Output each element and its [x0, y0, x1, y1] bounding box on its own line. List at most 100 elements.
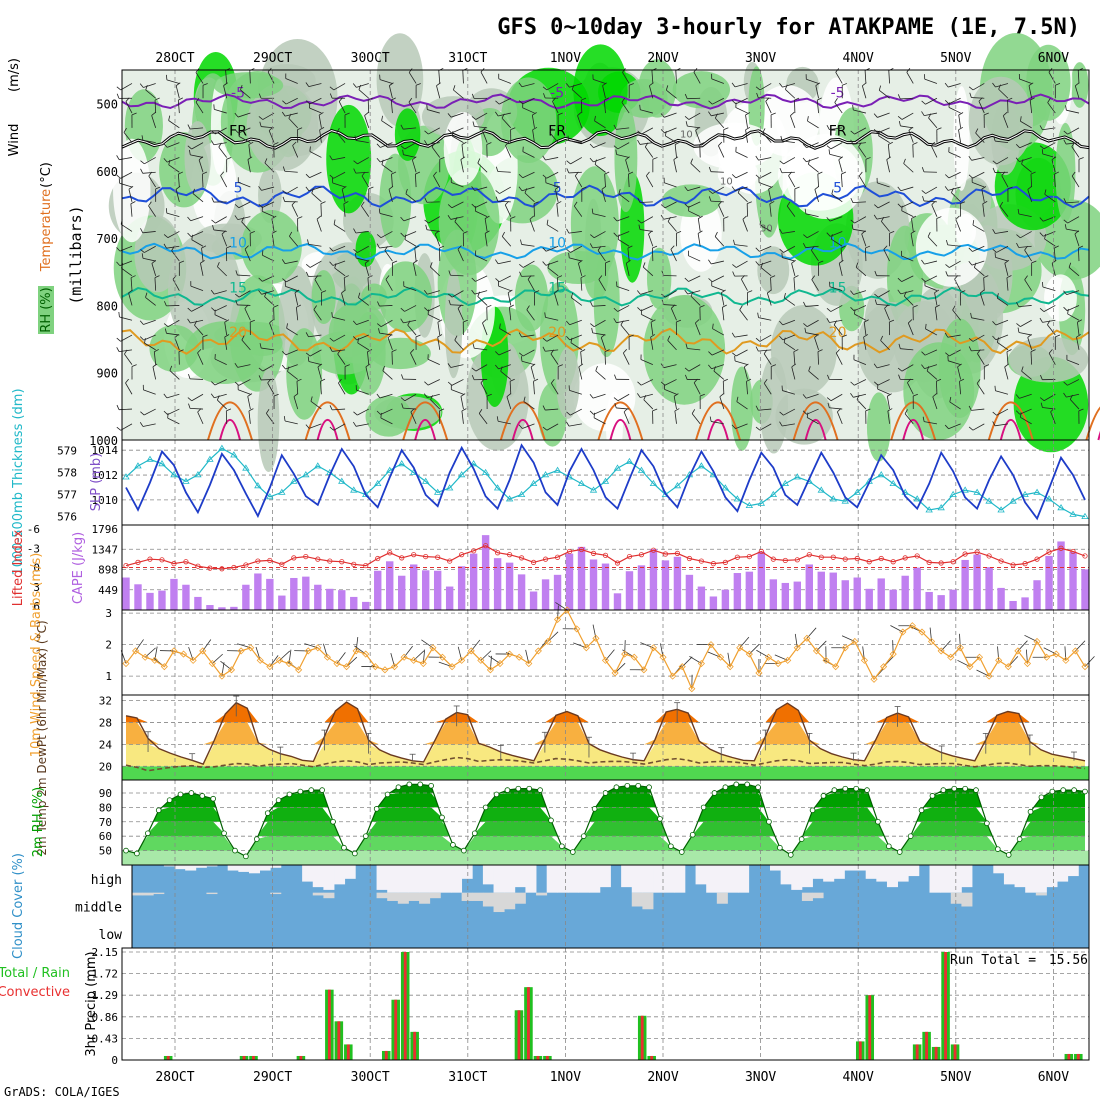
wind-barb: [829, 153, 843, 158]
wind-barb: [641, 216, 654, 224]
wind-barb: [1067, 216, 1080, 224]
wind10m-point: [477, 656, 485, 664]
wind-barb: [735, 151, 748, 158]
wind-barb: [690, 158, 693, 164]
wind-barb: [495, 166, 499, 172]
wind10m-point: [774, 659, 782, 668]
wind-barb: [597, 246, 602, 251]
wind-barb: [171, 250, 180, 262]
wind-barb: [123, 132, 133, 143]
thickness-point: [242, 464, 250, 471]
wind10m-point: [525, 659, 533, 668]
wind-barb: [556, 201, 562, 205]
wind-barb: [925, 186, 938, 194]
wind-barb: [851, 224, 854, 230]
cape-bar: [793, 581, 802, 610]
wind-barb: [901, 364, 914, 372]
wind-barb: [1027, 334, 1032, 338]
thickness-point: [925, 506, 933, 513]
wind-barb: [1047, 324, 1056, 336]
wind-barb: [501, 113, 505, 119]
wind-barb: [865, 408, 871, 412]
wind-barb: [545, 317, 559, 321]
wind-barb: [471, 203, 476, 208]
wind-barb: [385, 279, 393, 291]
wind-barb: [759, 224, 772, 232]
wind-barb: [900, 97, 914, 100]
wind-barb: [952, 305, 956, 311]
wind-barb: [140, 228, 144, 233]
wind-barb: [742, 219, 748, 232]
wind-barb: [261, 186, 275, 191]
wind-barb: [802, 143, 807, 148]
legend-wind: Wind: [7, 124, 22, 157]
wind10m-point: [726, 663, 734, 671]
wind-barb: [334, 267, 346, 277]
thickness-point: [1033, 488, 1041, 495]
li-point: [339, 559, 345, 565]
wind10m-point: [179, 650, 188, 658]
cape-bar: [362, 601, 370, 610]
wind-barb: [1069, 394, 1073, 400]
wind-barb: [244, 304, 249, 309]
wind-barb: [376, 234, 382, 238]
wind-barb: [971, 260, 985, 266]
wind-barb: [210, 289, 215, 295]
wind-barb: [240, 89, 251, 99]
wind-barb: [522, 171, 535, 179]
wind-barb: [811, 279, 819, 291]
wind-barb: [972, 171, 985, 179]
wind-barb: [461, 141, 467, 145]
wind10m-point: [371, 663, 379, 671]
thickness-point: [266, 493, 274, 500]
cloud-gap: [631, 892, 643, 907]
wind-barb: [1020, 231, 1032, 239]
wind-barb: [732, 352, 737, 357]
wind-barb: [853, 305, 867, 312]
wind-barb: [338, 378, 342, 384]
isotherm-label: 20: [829, 325, 847, 341]
wind-barb: [765, 101, 772, 114]
wind-barb: [834, 98, 838, 103]
wind-barb: [926, 366, 930, 372]
pressure-tick-label: 700: [96, 232, 118, 246]
cloud-gap: [695, 865, 707, 885]
wind-barb: [1019, 142, 1032, 149]
thickness-point: [194, 471, 202, 478]
wind-barb: [601, 189, 606, 202]
wind-barb: [195, 72, 204, 84]
wind-barb: [922, 416, 925, 422]
li-point: [375, 555, 381, 562]
wind-barb: [687, 125, 701, 129]
wind-barb: [281, 364, 286, 370]
wind-barb: [1067, 313, 1080, 321]
li-point: [447, 558, 453, 564]
cape-bar: [517, 574, 526, 610]
wind-barb: [379, 332, 393, 336]
rh-shade-region: [915, 207, 988, 287]
wind-barb: [571, 297, 583, 306]
wind-barb: [590, 301, 593, 307]
li-point: [794, 557, 800, 563]
wind-barb: [932, 393, 937, 398]
isotherm-25-loop: [402, 401, 449, 441]
wind-barb: [856, 394, 860, 400]
wind-barb: [379, 212, 393, 218]
wind10m-point: [208, 659, 216, 668]
wind-barb: [643, 395, 647, 400]
wind-barb: [637, 290, 641, 295]
wind10m-point: [170, 647, 178, 655]
wind-barb: [570, 245, 583, 253]
wind-barb: [187, 307, 192, 312]
wind10m-point: [1014, 647, 1022, 655]
wind-barb: [995, 231, 1009, 234]
wind-barb: [195, 68, 200, 73]
wind-barb: [592, 245, 606, 249]
rh2m-point: [842, 785, 849, 792]
wind-barb: [424, 197, 428, 203]
wind-barb: [884, 308, 890, 321]
wind-barb: [482, 322, 488, 336]
wind-barb: [211, 219, 216, 224]
rh2m-point: [286, 791, 293, 798]
wind-barb: [804, 327, 807, 333]
